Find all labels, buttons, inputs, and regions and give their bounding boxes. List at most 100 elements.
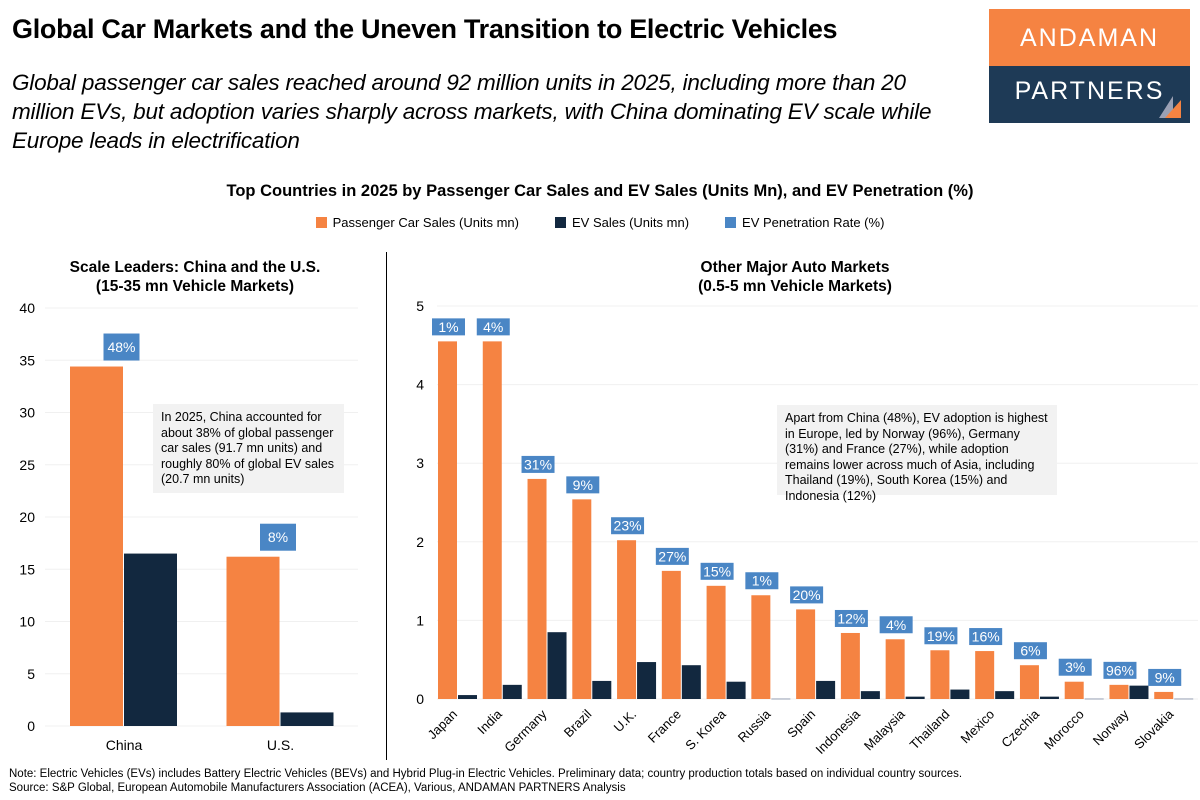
car-sales-bar (482, 341, 502, 699)
ev-sales-bar (995, 691, 1015, 699)
car-sales-bar (751, 595, 771, 699)
penetration-label-box (655, 547, 689, 565)
penetration-label: 96% (1106, 662, 1134, 678)
right-chart-subtitle: Other Major Auto Markets (0.5-5 mn Vehic… (600, 258, 990, 296)
ev-sales-bar (458, 695, 477, 699)
penetration-label: 9% (1155, 669, 1175, 685)
car-sales-bar (438, 341, 457, 699)
ev-sales-bar (1039, 696, 1059, 699)
car-sales-bar (1064, 681, 1084, 699)
ev-sales-bar (502, 684, 522, 699)
sail-icon (1159, 96, 1181, 118)
y-tick-label: 40 (19, 300, 35, 316)
car-sales-bar (930, 650, 950, 699)
car-sales-bar (1019, 665, 1039, 699)
ev-sales-bar (860, 691, 880, 699)
penetration-label-box (1148, 668, 1182, 686)
penetration-label: 3% (1065, 659, 1085, 675)
x-tick-label: S. Korea (682, 706, 729, 753)
chart-title: Top Countries in 2025 by Passenger Car S… (226, 182, 974, 200)
x-tick-label: Slovakia (1131, 706, 1177, 752)
car-sales-bar (796, 609, 816, 699)
car-sales-bar (527, 478, 547, 699)
y-tick-label: 25 (19, 457, 35, 473)
x-tick-label: U.S. (267, 737, 294, 753)
page-subtitle: Global passenger car sales reached aroun… (12, 70, 932, 153)
x-tick-label: U.K. (611, 707, 639, 735)
x-tick-label: Morocco (1041, 707, 1087, 753)
footnote: Note: Electric Vehicles (EVs) includes B… (9, 767, 962, 795)
penetration-label-box (566, 476, 600, 494)
x-tick-label: Thailand (907, 707, 953, 753)
x-tick-label: Norway (1090, 706, 1132, 748)
penetration-label-box (879, 616, 913, 634)
ev-sales-bar (950, 689, 970, 699)
x-tick-label: Brazil (561, 706, 595, 740)
penetration-label: 15% (703, 563, 731, 579)
penetration-label: 19% (927, 628, 955, 644)
car-sales-bar (226, 556, 280, 726)
penetration-label: 31% (524, 456, 552, 472)
penetration-label: 8% (268, 529, 288, 545)
chart-divider (386, 252, 387, 760)
car-sales-bar (975, 651, 995, 699)
y-tick-label: 15 (19, 561, 35, 577)
penetration-label: 20% (793, 587, 821, 603)
note-text: Note: Electric Vehicles (EVs) includes B… (9, 768, 963, 780)
car-sales-bar (1109, 684, 1129, 699)
legend-label: Passenger Car Sales (Units mn) (332, 215, 519, 230)
subtitle-line: (0.5-5 mn Vehicle Markets) (698, 278, 892, 295)
ev-sales-bar (280, 712, 334, 726)
penetration-label: 9% (573, 477, 593, 493)
x-tick-label: Czechia (998, 706, 1042, 750)
car-sales-bar (885, 639, 905, 699)
car-sales-bar (617, 540, 637, 699)
penetration-label-box (790, 586, 824, 604)
x-tick-label: Mexico (958, 707, 998, 747)
penetration-label-box (969, 628, 1003, 646)
ev-sales-bar (592, 680, 612, 699)
penetration-label: 48% (107, 339, 135, 355)
ev-sales-bar (1174, 698, 1194, 700)
page-title: Global Car Markets and the Uneven Transi… (12, 14, 838, 44)
china-annotation: In 2025, China accounted for about 38% o… (153, 404, 344, 493)
y-tick-label: 1 (416, 612, 424, 628)
car-sales-bar (840, 632, 860, 699)
legend-label: EV Penetration Rate (%) (742, 215, 885, 230)
penetration-label-box (521, 455, 555, 473)
penetration-label: 4% (483, 319, 503, 335)
ev-sales-bar (1084, 698, 1104, 700)
subtitle-line: Other Major Auto Markets (700, 259, 890, 276)
x-tick-label: India (474, 706, 505, 737)
x-tick-label: Germany (501, 706, 550, 755)
europe-annotation: Apart from China (48%), EV adoption is h… (777, 405, 1057, 503)
legend-swatch (555, 217, 566, 228)
legend-label: EV Sales (Units mn) (572, 215, 690, 230)
penetration-label-box (476, 318, 510, 336)
x-tick-label: France (645, 707, 684, 746)
legend: Passenger Car Sales (Units mn) EV Sales … (0, 215, 1200, 230)
x-tick-label: Indonesia (813, 706, 864, 757)
ev-sales-bar (637, 662, 657, 699)
legend-item-ev-sales: EV Sales (Units mn) (555, 215, 689, 230)
legend-item-penetration: EV Penetration Rate (%) (725, 215, 884, 230)
ev-sales-bar (124, 553, 177, 726)
legend-swatch (725, 217, 737, 228)
subtitle-line: Scale Leaders: China and the U.S. (69, 259, 321, 276)
source-text: Source: S&P Global, European Automobile … (9, 782, 626, 794)
ev-sales-bar (547, 632, 567, 699)
penetration-label-box (700, 562, 734, 580)
y-tick-label: 0 (27, 718, 35, 734)
penetration-label: 6% (1020, 643, 1040, 659)
x-tick-label: Russia (735, 706, 774, 745)
y-tick-label: 30 (19, 405, 35, 421)
y-tick-label: 35 (19, 352, 35, 368)
penetration-label-box (834, 609, 868, 627)
penetration-label-box (1103, 661, 1137, 679)
car-sales-bar (661, 570, 681, 699)
penetration-label: 1% (752, 573, 772, 589)
car-sales-bar (70, 366, 123, 726)
ev-sales-bar (816, 680, 836, 699)
x-tick-label: Malaysia (861, 706, 908, 753)
